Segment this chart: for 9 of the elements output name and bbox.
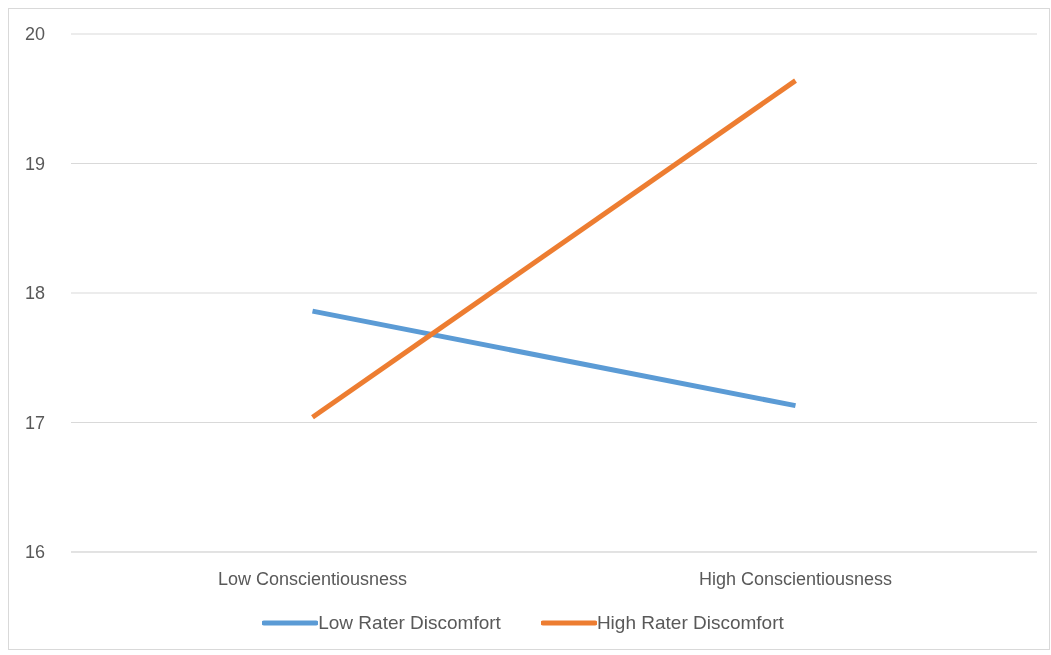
legend-label: Low Rater Discomfort xyxy=(318,612,501,634)
y-tick-label: 17 xyxy=(24,412,45,433)
legend-label: High Rater Discomfort xyxy=(596,612,784,634)
x-tick-label: High Conscientiousness xyxy=(698,568,893,589)
y-tick-label: 20 xyxy=(24,24,45,45)
y-tick-label: 16 xyxy=(24,542,45,563)
x-tick-label: Low Conscientiousness xyxy=(217,568,408,589)
y-tick-label: 18 xyxy=(24,283,45,304)
y-tick-label: 19 xyxy=(24,153,45,174)
